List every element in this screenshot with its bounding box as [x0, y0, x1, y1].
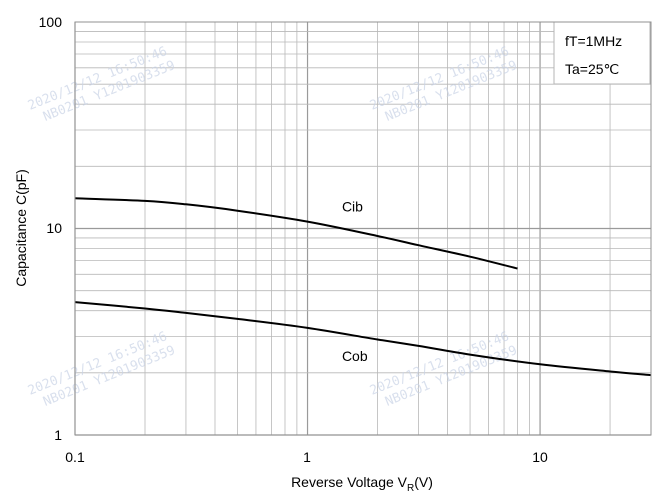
series-label-cob: Cob — [342, 348, 368, 364]
x-tick-label: 0.1 — [65, 449, 85, 465]
series-line-cob — [74, 301, 652, 377]
x-axis-title: Reverse Voltage VR(V) — [291, 474, 433, 494]
x-axis-title-subscript: R — [407, 483, 414, 494]
y-axis-title: Capacitance C(pF) — [13, 169, 29, 287]
x-tick-label: 1 — [303, 449, 311, 465]
series-layer: Cib Cob — [74, 197, 652, 377]
series-line-cib — [74, 197, 518, 270]
conditions-box — [553, 21, 651, 85]
plot-frame — [74, 21, 652, 436]
y-tick-label: 1 — [54, 427, 62, 443]
condition-temperature: Ta=25℃ — [565, 61, 619, 77]
condition-frequency: fT=1MHz — [565, 33, 622, 49]
y-tick-label: 10 — [46, 220, 62, 236]
x-axis-title-unit: (V) — [414, 474, 433, 490]
y-tick-label: 100 — [39, 14, 63, 30]
x-axis-title-main: Reverse Voltage V — [291, 474, 408, 490]
series-label-cib: Cib — [342, 198, 363, 214]
x-tick-label: 10 — [532, 449, 548, 465]
